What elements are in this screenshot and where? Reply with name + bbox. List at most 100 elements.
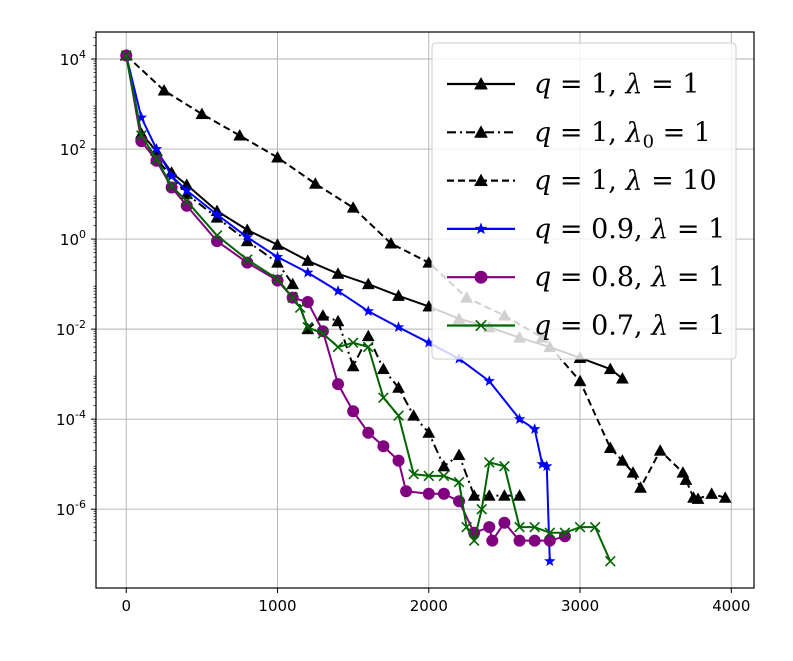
data-point	[361, 329, 375, 342]
data-point	[589, 521, 601, 533]
y-tick-label: 102	[60, 138, 86, 159]
data-point	[361, 277, 375, 290]
data-point	[195, 107, 209, 120]
data-point	[615, 372, 629, 384]
legend-label-part: q	[534, 69, 551, 100]
x-axis: 0 1000 2000 3000 4000	[121, 588, 750, 615]
data-point	[544, 555, 556, 567]
data-point	[233, 128, 247, 141]
data-point	[157, 83, 171, 96]
data-point	[499, 460, 510, 472]
x-tick-label: 0	[121, 597, 131, 615]
data-point	[400, 485, 413, 498]
data-point	[362, 305, 374, 317]
data-point	[286, 277, 300, 290]
data-point	[347, 337, 359, 349]
legend-marker	[475, 319, 487, 332]
data-point	[438, 470, 450, 482]
y-tick-base: 10	[60, 51, 79, 69]
series-5	[120, 50, 616, 567]
data-point	[271, 238, 284, 250]
data-point	[486, 534, 499, 547]
data-point	[615, 454, 629, 466]
legend-box	[431, 42, 737, 360]
data-point	[543, 534, 556, 547]
data-point	[528, 534, 541, 547]
data-point	[271, 251, 284, 262]
y-tick-exponent: -4	[75, 408, 86, 421]
data-point	[718, 491, 732, 503]
data-point	[181, 184, 193, 196]
legend-label-part: 0	[643, 131, 654, 152]
legend-label-part: = 1	[668, 262, 725, 293]
data-point	[392, 289, 405, 301]
data-point	[331, 267, 345, 279]
legend-entry: q = 1, λ = 1	[447, 69, 700, 100]
legend-label: q = 1, λ0 = 1	[534, 117, 711, 152]
legend-entry: q = 0.9, λ = 1	[447, 214, 725, 245]
data-point	[180, 199, 193, 212]
y-tick-label: 100	[60, 228, 86, 249]
data-point	[384, 236, 398, 249]
data-point	[544, 527, 556, 539]
data-point	[332, 378, 345, 391]
legend-label: q = 0.7, λ = 1	[534, 311, 725, 342]
legend-label: q = 1, λ = 10	[534, 166, 717, 197]
data-point	[528, 423, 541, 435]
y-tick-base: 10	[60, 231, 79, 249]
data-point	[346, 201, 360, 213]
y-tick-exponent: -2	[75, 318, 86, 331]
legend-label-part: = 1,	[551, 69, 625, 100]
data-point	[241, 231, 253, 243]
data-point	[302, 321, 314, 333]
data-point	[241, 256, 254, 269]
x-tick-label: 1000	[258, 597, 296, 615]
series-layer	[119, 48, 732, 567]
y-tick-base: 10	[56, 501, 75, 519]
legend-marker	[474, 222, 488, 235]
legend-label-part: λ	[624, 166, 642, 197]
data-point	[378, 392, 389, 404]
legend-label: q = 0.8, λ = 1	[534, 262, 725, 293]
legend-label-part: = 1	[668, 214, 725, 245]
legend-label-part: q	[534, 117, 551, 148]
data-point	[423, 470, 435, 482]
data-point	[362, 341, 374, 353]
legend-marker	[474, 76, 488, 90]
data-point	[452, 448, 466, 461]
data-point	[626, 466, 640, 478]
data-point	[497, 489, 511, 501]
data-point	[513, 489, 526, 501]
data-point	[332, 285, 344, 296]
data-point	[573, 374, 587, 387]
data-point	[536, 458, 548, 470]
data-point	[316, 325, 329, 338]
data-point	[347, 405, 360, 418]
legend-label-part: = 1	[643, 69, 700, 100]
data-point	[211, 208, 223, 220]
y-tick-label: 104	[60, 48, 86, 69]
data-point	[377, 440, 390, 453]
data-point	[287, 292, 299, 304]
data-point	[151, 153, 162, 165]
y-tick-label: 10-4	[56, 408, 86, 429]
data-point	[453, 476, 465, 488]
data-point	[483, 456, 495, 468]
y-tick-base: 10	[60, 141, 79, 159]
data-point	[316, 309, 330, 321]
data-point	[376, 362, 390, 375]
data-point	[271, 150, 284, 163]
data-point	[498, 516, 511, 529]
plot-frame	[95, 31, 755, 589]
legend-label-part: = 0.8,	[551, 262, 651, 293]
data-point	[437, 459, 451, 472]
y-tick-exponent: 2	[79, 138, 86, 151]
data-point	[317, 328, 329, 339]
legend-label-part: = 1	[654, 117, 711, 148]
data-point	[346, 359, 360, 372]
data-point	[603, 362, 617, 375]
x-tick-label: 2000	[410, 597, 448, 615]
data-point	[136, 130, 147, 141]
